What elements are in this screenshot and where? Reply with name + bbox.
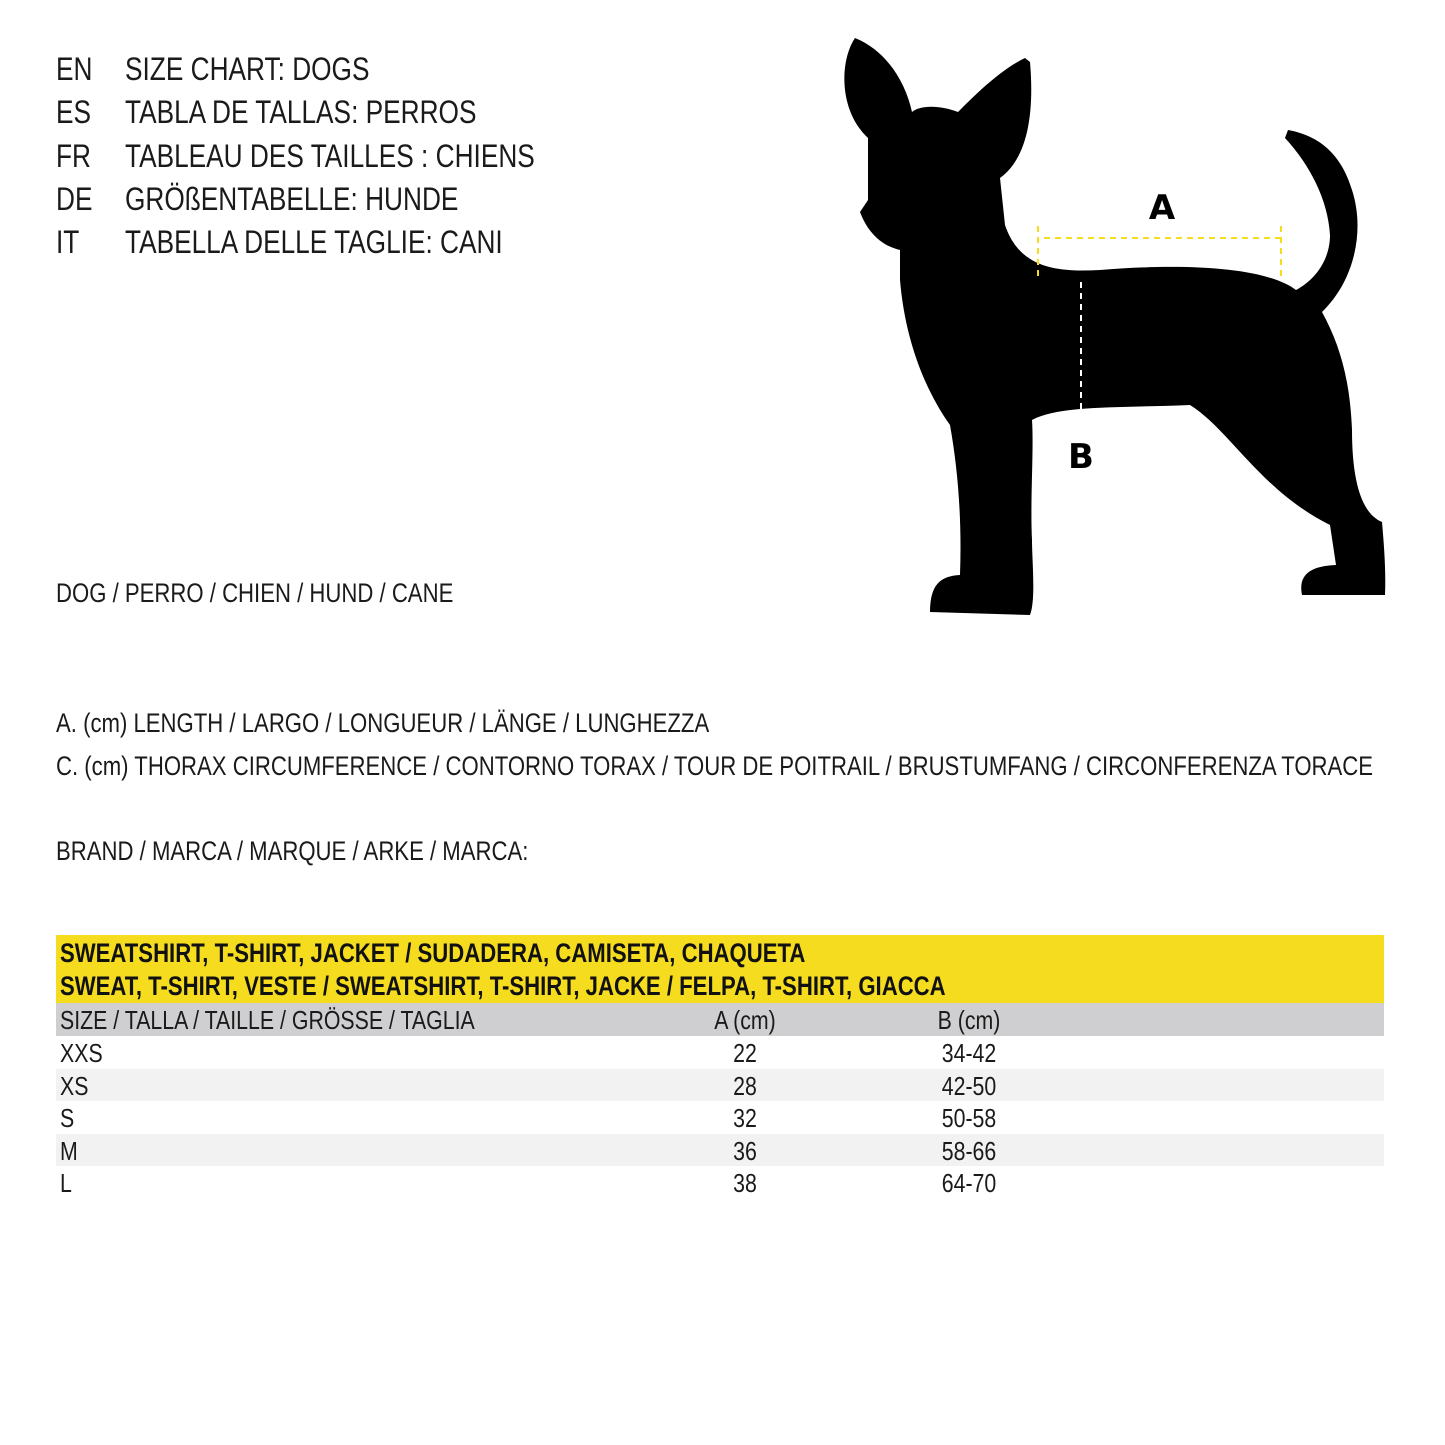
cell-size: L: [60, 1168, 72, 1198]
title-text: TABLA DE TALLAS: PERROS: [125, 94, 477, 130]
legend-a: A. (cm) LENGTH / LARGO / LONGUEUR / LÄNG…: [56, 708, 710, 738]
header-size: SIZE / TALLA / TAILLE / GRÖSSE / TAGLIA: [60, 1005, 475, 1035]
cell-size: XS: [60, 1070, 89, 1101]
cell-a: 36: [733, 1135, 757, 1166]
animal-label: DOG / PERRO / CHIEN / HUND / CANE: [56, 578, 454, 608]
lang-code: ES: [56, 94, 92, 130]
table-title-line-1: SWEATSHIRT, T-SHIRT, JACKET / SUDADERA, …: [60, 938, 806, 968]
title-text: SIZE CHART: DOGS: [125, 51, 370, 87]
header-a: A (cm): [714, 1005, 776, 1035]
size-table: SWEATSHIRT, T-SHIRT, JACKET / SUDADERA, …: [56, 935, 1384, 1199]
label-b: B: [1068, 437, 1094, 477]
dog-measurement-diagram: A B: [844, 38, 1386, 615]
cell-size: S: [60, 1103, 75, 1133]
cell-a: 22: [733, 1038, 757, 1068]
cell-a: 28: [733, 1070, 757, 1101]
table-row: L 38 64-70: [56, 1166, 1384, 1199]
label-a: A: [1149, 188, 1176, 228]
table-row: XXS 22 34-42: [56, 1036, 1384, 1069]
brand-label: BRAND / MARCA / MARQUE / ARKE / MARCA:: [56, 836, 529, 866]
table-row: XS 28 42-50: [56, 1068, 1384, 1101]
cell-b: 58-66: [941, 1135, 997, 1166]
table-row: M 36 58-66: [56, 1133, 1384, 1166]
table-title: SWEATSHIRT, T-SHIRT, JACKET / SUDADERA, …: [56, 935, 1384, 1003]
title-text: TABLEAU DES TAILLES : CHIENS: [125, 138, 535, 174]
lang-code: EN: [56, 51, 93, 87]
cell-b: 64-70: [941, 1168, 997, 1198]
lang-code: IT: [56, 224, 80, 260]
title-text: TABELLA DELLE TAGLIE: CANI: [125, 224, 503, 260]
table-header: SIZE / TALLA / TAILLE / GRÖSSE / TAGLIA …: [56, 1003, 1384, 1036]
lang-code: DE: [56, 181, 93, 217]
cell-size: M: [60, 1135, 78, 1166]
legend-c: C. (cm) THORAX CIRCUMFERENCE / CONTORNO …: [56, 751, 1374, 781]
cell-size: XXS: [60, 1038, 103, 1068]
cell-a: 38: [733, 1168, 757, 1198]
cell-b: 34-42: [941, 1038, 997, 1068]
cell-b: 42-50: [941, 1070, 997, 1101]
table-row: S 32 50-58: [56, 1101, 1384, 1134]
lang-code: FR: [56, 138, 91, 174]
cell-a: 32: [733, 1103, 757, 1133]
header-b: B (cm): [937, 1005, 1001, 1035]
cell-b: 50-58: [941, 1103, 997, 1133]
title-text: GRÖßENTABELLE: HUNDE: [125, 181, 459, 217]
table-title-line-2: SWEAT, T-SHIRT, VESTE / SWEATSHIRT, T-SH…: [60, 971, 946, 1001]
dog-silhouette: [844, 38, 1386, 615]
